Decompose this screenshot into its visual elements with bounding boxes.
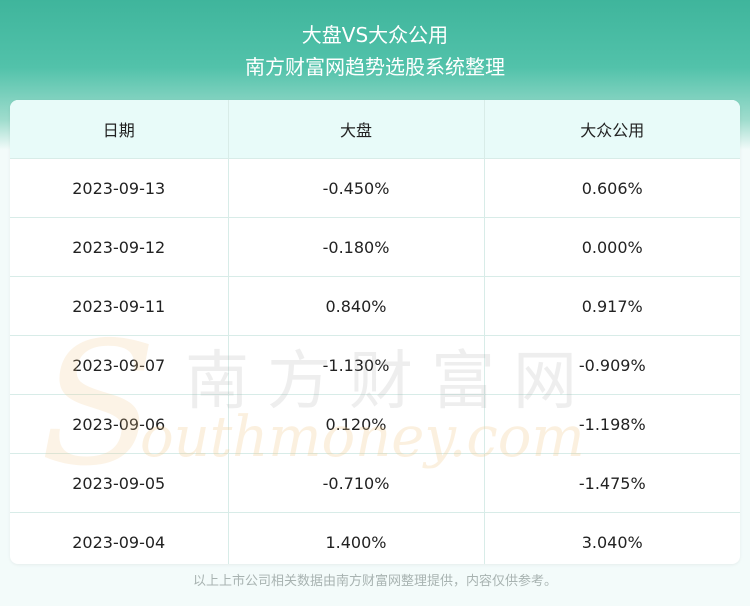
column-header-market: 大盘 bbox=[228, 100, 485, 159]
cell-stock: 3.040% bbox=[484, 512, 740, 564]
footer-note: 以上上市公司相关数据由南方财富网整理提供，内容仅供参考。 bbox=[192, 574, 557, 589]
cell-market: 1.400% bbox=[228, 512, 485, 564]
cell-date: 2023-09-06 bbox=[10, 394, 229, 454]
comparison-table: 日期 大盘 大众公用 2023-09-13 -0.450% 0.606% 202… bbox=[10, 100, 740, 564]
cell-market: -0.180% bbox=[228, 217, 485, 277]
cell-stock: -1.475% bbox=[484, 453, 740, 513]
table-row: 2023-09-06 0.120% -1.198% bbox=[10, 394, 740, 454]
cell-stock: 0.000% bbox=[484, 217, 740, 277]
cell-date: 2023-09-05 bbox=[10, 453, 229, 513]
page-title: 大盘VS大众公用 bbox=[301, 23, 449, 47]
cell-market: -1.130% bbox=[228, 335, 485, 395]
cell-market: 0.840% bbox=[228, 276, 485, 336]
cell-stock: 0.606% bbox=[484, 158, 740, 218]
cell-date: 2023-09-12 bbox=[10, 217, 229, 277]
cell-date: 2023-09-07 bbox=[10, 335, 229, 395]
data-table-card: 日期 大盘 大众公用 2023-09-13 -0.450% 0.606% 202… bbox=[10, 100, 740, 564]
cell-market: -0.450% bbox=[228, 158, 485, 218]
cell-date: 2023-09-11 bbox=[10, 276, 229, 336]
column-header-date: 日期 bbox=[10, 100, 229, 159]
table-row: 2023-09-13 -0.450% 0.606% bbox=[10, 158, 740, 218]
cell-stock: 0.917% bbox=[484, 276, 740, 336]
cell-date: 2023-09-13 bbox=[10, 158, 229, 218]
cell-market: 0.120% bbox=[228, 394, 485, 454]
cell-stock: -0.909% bbox=[484, 335, 740, 395]
cell-stock: -1.198% bbox=[484, 394, 740, 454]
table-header-row: 日期 大盘 大众公用 bbox=[10, 100, 740, 159]
column-header-stock: 大众公用 bbox=[484, 100, 740, 159]
page-subtitle: 南方财富网趋势选股系统整理 bbox=[245, 55, 505, 79]
table-row: 2023-09-05 -0.710% -1.475% bbox=[10, 453, 740, 513]
cell-market: -0.710% bbox=[228, 453, 485, 513]
table-row: 2023-09-12 -0.180% 0.000% bbox=[10, 217, 740, 277]
cell-date: 2023-09-04 bbox=[10, 512, 229, 564]
table-row: 2023-09-11 0.840% 0.917% bbox=[10, 276, 740, 336]
table-row: 2023-09-07 -1.130% -0.909% bbox=[10, 335, 740, 395]
table-row: 2023-09-04 1.400% 3.040% bbox=[10, 512, 740, 564]
